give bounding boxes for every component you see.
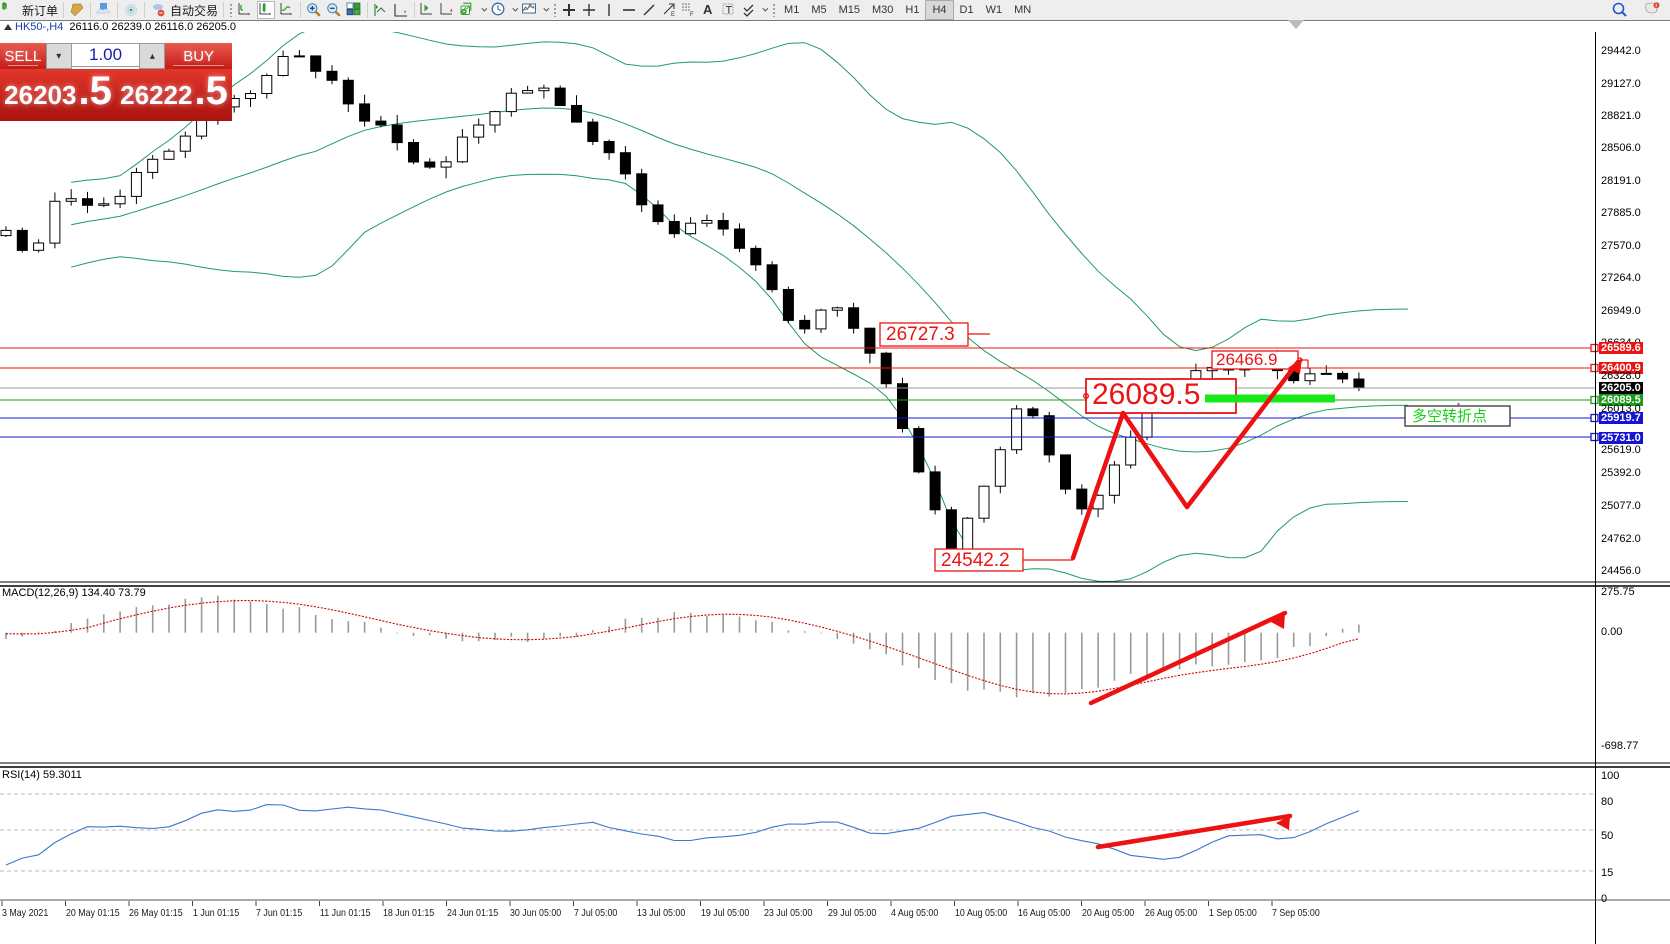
svg-text:F: F xyxy=(690,12,694,18)
svg-text:A: A xyxy=(703,2,713,17)
svg-text:26727.3: 26727.3 xyxy=(886,324,955,345)
svg-text:E: E xyxy=(671,12,675,18)
svg-text:24542.2: 24542.2 xyxy=(941,550,1010,571)
svg-text:26089.5: 26089.5 xyxy=(1092,378,1200,411)
svg-text:26466.9: 26466.9 xyxy=(1216,350,1277,369)
svg-text:T: T xyxy=(726,5,733,17)
svg-text:多空转折点: 多空转折点 xyxy=(1412,408,1487,425)
